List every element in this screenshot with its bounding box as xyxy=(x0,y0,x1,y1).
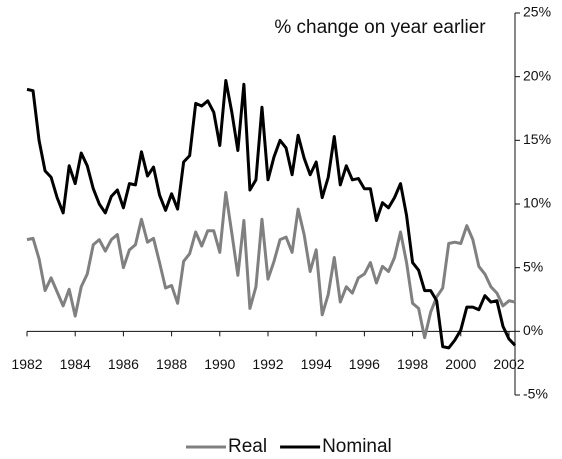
y-tick-label: 25% xyxy=(523,4,551,20)
legend-label: Nominal xyxy=(322,436,392,457)
y-tick-label: 0% xyxy=(523,322,543,338)
y-tick-label: -5% xyxy=(523,386,548,402)
line-series xyxy=(26,191,516,340)
chart-title: % change on year earlier xyxy=(274,17,486,38)
x-tick-label: 1988 xyxy=(156,356,187,372)
x-tick-label: 1992 xyxy=(252,356,283,372)
x-tick-label: 1986 xyxy=(108,356,139,372)
y-tick-label: 5% xyxy=(523,258,543,274)
x-tick-label: 2002 xyxy=(493,356,524,372)
x-tick-label: 1990 xyxy=(204,356,235,372)
y-tick-label: 10% xyxy=(523,195,551,211)
y-tick-label: 15% xyxy=(523,131,551,147)
line-series xyxy=(26,78,517,350)
x-tick-label: 1998 xyxy=(397,356,428,372)
x-tick-label: 1982 xyxy=(11,356,42,372)
y-tick-label: 20% xyxy=(523,67,551,83)
x-tick-label: 1994 xyxy=(301,356,332,372)
x-tick-label: 1996 xyxy=(349,356,380,372)
x-tick-label: 1984 xyxy=(60,356,91,372)
x-tick-label: 2000 xyxy=(445,356,476,372)
legend-label: Real xyxy=(228,436,267,457)
